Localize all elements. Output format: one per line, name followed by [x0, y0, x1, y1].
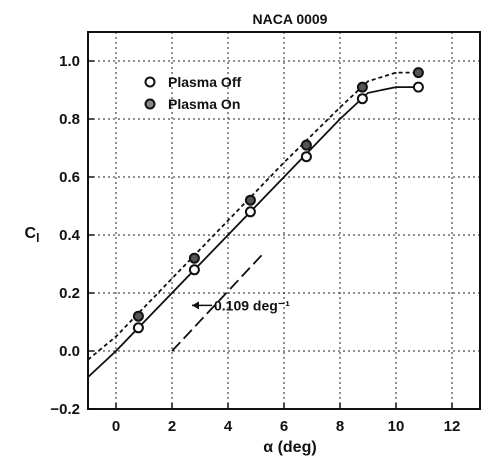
- data-point-plasma-off: [132, 322, 144, 334]
- data-point-plasma-on: [412, 67, 424, 79]
- legend-marker-plasma-off: [144, 76, 156, 88]
- y-axis-ticks: −0.2 0.0 0.2 0.4 0.6 0.8 1.0: [50, 53, 94, 418]
- y-tick-label: 1.0: [59, 53, 80, 70]
- y-tick-label: 0.0: [59, 343, 80, 360]
- x-tick-label: 4: [224, 418, 233, 435]
- reference-slope: 0.109 deg⁻¹: [171, 254, 290, 352]
- reference-arrowhead: [192, 301, 199, 310]
- y-tick-label: 0.4: [59, 227, 81, 244]
- x-tick-label: 12: [444, 418, 461, 435]
- legend-label-plasma-off: Plasma Off: [168, 74, 241, 90]
- legend-label-plasma-on: Plasma On: [168, 96, 240, 112]
- x-tick-label: 6: [280, 418, 288, 435]
- x-axis-label: α (deg): [263, 439, 316, 456]
- x-tick-label: 8: [336, 418, 344, 435]
- series-line-plasma-off: [87, 86, 419, 378]
- data-point-plasma-on: [132, 310, 144, 322]
- y-axis-label: Cl: [25, 225, 40, 245]
- data-point-plasma-off: [300, 151, 312, 163]
- data-point-plasma-on: [356, 81, 368, 93]
- data-point-plasma-off: [356, 93, 368, 105]
- data-point-plasma-on: [244, 194, 256, 206]
- chart-title: NACA 0009: [253, 11, 328, 27]
- x-tick-label: 0: [112, 418, 120, 435]
- legend-marker-plasma-on: [144, 98, 156, 110]
- y-tick-label: 0.8: [59, 111, 80, 128]
- x-tick-label: 2: [168, 418, 176, 435]
- x-tick-label: 10: [388, 418, 405, 435]
- data-point-plasma-on: [300, 139, 312, 151]
- reference-slope-line: [171, 254, 263, 352]
- legend: Plasma Off Plasma On: [144, 74, 241, 112]
- data-point-plasma-off: [244, 206, 256, 218]
- y-tick-label: −0.2: [50, 401, 80, 418]
- y-tick-label: 0.2: [59, 285, 80, 302]
- y-tick-label: 0.6: [59, 169, 80, 186]
- data-point-plasma-on: [188, 252, 200, 264]
- data-point-plasma-off: [188, 264, 200, 276]
- series-points: [132, 67, 424, 334]
- reference-slope-label: 0.109 deg⁻¹: [214, 297, 290, 313]
- data-point-plasma-off: [412, 81, 424, 93]
- x-axis-ticks: 0 2 4 6 8 10 12: [112, 403, 461, 435]
